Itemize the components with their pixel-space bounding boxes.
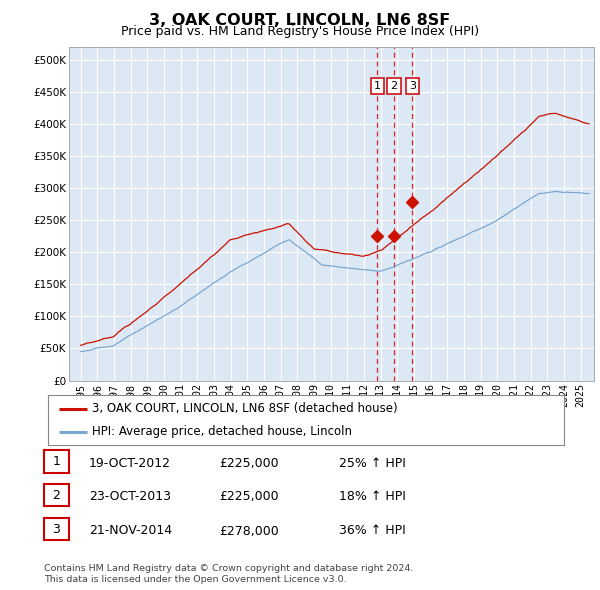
Text: 21-NOV-2014: 21-NOV-2014 xyxy=(89,525,172,537)
Text: 19-OCT-2012: 19-OCT-2012 xyxy=(89,457,171,470)
Text: 3: 3 xyxy=(409,81,416,91)
Text: 23-OCT-2013: 23-OCT-2013 xyxy=(89,490,171,503)
Text: £225,000: £225,000 xyxy=(219,490,278,503)
Text: 1: 1 xyxy=(52,455,61,468)
Text: HPI: Average price, detached house, Lincoln: HPI: Average price, detached house, Linc… xyxy=(92,425,352,438)
Text: 2: 2 xyxy=(391,81,398,91)
Text: This data is licensed under the Open Government Licence v3.0.: This data is licensed under the Open Gov… xyxy=(44,575,346,584)
Text: 18% ↑ HPI: 18% ↑ HPI xyxy=(339,490,406,503)
Text: 25% ↑ HPI: 25% ↑ HPI xyxy=(339,457,406,470)
Text: 3: 3 xyxy=(52,523,61,536)
Text: 1: 1 xyxy=(374,81,381,91)
Text: 36% ↑ HPI: 36% ↑ HPI xyxy=(339,525,406,537)
Text: £225,000: £225,000 xyxy=(219,457,278,470)
Text: £278,000: £278,000 xyxy=(219,525,279,537)
Text: 3, OAK COURT, LINCOLN, LN6 8SF: 3, OAK COURT, LINCOLN, LN6 8SF xyxy=(149,13,451,28)
Text: Price paid vs. HM Land Registry's House Price Index (HPI): Price paid vs. HM Land Registry's House … xyxy=(121,25,479,38)
Text: 3, OAK COURT, LINCOLN, LN6 8SF (detached house): 3, OAK COURT, LINCOLN, LN6 8SF (detached… xyxy=(92,402,397,415)
Text: Contains HM Land Registry data © Crown copyright and database right 2024.: Contains HM Land Registry data © Crown c… xyxy=(44,565,413,573)
Text: 2: 2 xyxy=(52,489,61,502)
